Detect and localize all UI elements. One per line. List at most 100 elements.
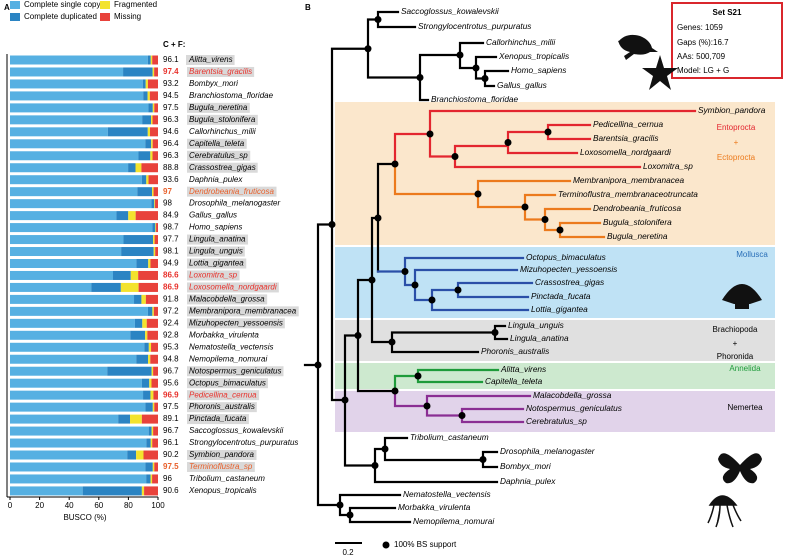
category-label: Membranipora_membranacea bbox=[189, 306, 297, 315]
bar-segment bbox=[10, 211, 117, 221]
bar-segment bbox=[143, 91, 148, 101]
bar-segment bbox=[10, 175, 142, 185]
clade-label: Nemertea bbox=[727, 403, 763, 412]
total-label: 98.7 bbox=[163, 223, 179, 232]
bar-segment bbox=[10, 294, 135, 304]
bar-segment bbox=[147, 330, 158, 340]
bar-segment bbox=[10, 67, 124, 77]
frog-icon bbox=[618, 34, 658, 60]
bar-segment bbox=[116, 211, 129, 221]
branches bbox=[393, 162, 606, 239]
category-label: Bugula_neretina bbox=[189, 103, 248, 112]
category-label: Nemopilema_nomurai bbox=[189, 354, 267, 363]
clade-label: Annelida bbox=[729, 364, 761, 373]
leaf-label: Gallus_gallus bbox=[497, 80, 547, 90]
bar-segment bbox=[150, 127, 158, 137]
bar-segment bbox=[10, 450, 128, 460]
category-label: Strongylocentrotus_purpuratus bbox=[189, 438, 298, 447]
bar-segment bbox=[147, 306, 153, 316]
legend-swatch bbox=[10, 1, 20, 9]
bar-segment bbox=[10, 163, 129, 173]
bar-segment bbox=[141, 163, 158, 173]
bar-segment bbox=[148, 342, 152, 352]
bar-segment bbox=[123, 67, 153, 77]
bar-segment bbox=[154, 67, 158, 77]
leaf-label: Terminoflustra_membranaceotruncata bbox=[558, 189, 698, 199]
category-label: Nematostella_vectensis bbox=[189, 342, 273, 351]
leaf-label: Barentsia_gracilis bbox=[593, 133, 658, 143]
bar-segment bbox=[150, 258, 158, 268]
support-dot bbox=[451, 153, 459, 160]
category-label: Crassostrea_gigas bbox=[189, 163, 256, 172]
support-dot bbox=[521, 203, 529, 211]
leaf-label: Octopus_bimaculatus bbox=[526, 252, 606, 262]
bar-segment bbox=[150, 55, 153, 65]
bar-segment bbox=[141, 294, 146, 304]
bar-segment bbox=[134, 318, 143, 328]
bar-segment bbox=[147, 55, 151, 65]
category-label: Lingula_unguis bbox=[189, 247, 243, 256]
support-dot bbox=[556, 226, 564, 234]
category-label: Bombyx_mori bbox=[189, 79, 238, 88]
shell-icon bbox=[722, 284, 762, 309]
leaf-label: Mizuhopecten_yessoensis bbox=[520, 264, 617, 274]
category-label: Saccoglossus_kowalevskii bbox=[189, 426, 283, 435]
category-label: Callorhinchus_milii bbox=[189, 127, 256, 136]
bar-segment bbox=[130, 330, 146, 340]
bar-segment bbox=[136, 258, 149, 268]
label-background bbox=[187, 102, 250, 113]
clade-label: Ectoprocta bbox=[717, 153, 756, 162]
bar-segment bbox=[149, 91, 158, 101]
bar-segment bbox=[10, 306, 148, 316]
total-label: 95.6 bbox=[163, 378, 179, 387]
bar-segment bbox=[141, 378, 150, 388]
bar-segment bbox=[10, 378, 142, 388]
bar-segment bbox=[144, 342, 149, 352]
bar-segment bbox=[150, 390, 154, 400]
label-background bbox=[187, 450, 257, 461]
bar-segment bbox=[153, 187, 158, 197]
leaf-label: Morbakka_virulenta bbox=[398, 502, 471, 512]
support-dot bbox=[328, 221, 336, 228]
category-label: Tribolium_castaneum bbox=[189, 474, 265, 483]
panel-label: A bbox=[4, 3, 10, 12]
support-dot bbox=[456, 51, 464, 59]
support-dot bbox=[472, 64, 480, 72]
bar-segment bbox=[118, 414, 131, 424]
bar-segment bbox=[146, 175, 149, 185]
label-background bbox=[187, 294, 268, 305]
busco-chart: Complete single copy Complete duplicated F… bbox=[6, 0, 299, 510]
category-label: Mizuhopecten_yessoensis bbox=[189, 318, 283, 327]
total-label: 93.2 bbox=[163, 79, 179, 88]
label-background bbox=[187, 186, 277, 197]
bar-segment bbox=[145, 139, 152, 149]
total-label: 92.8 bbox=[163, 330, 179, 339]
bar-segment bbox=[91, 282, 121, 292]
total-label: 94.5 bbox=[163, 91, 179, 100]
total-label: 96 bbox=[163, 474, 172, 483]
bar-segment bbox=[10, 390, 144, 400]
legend-label: Missing bbox=[114, 12, 141, 21]
bar-segment bbox=[137, 187, 153, 197]
leaf-label: Bombyx_mori bbox=[500, 461, 552, 471]
leaf-label: Nematostella_vectensis bbox=[403, 489, 491, 499]
support-dot bbox=[391, 387, 399, 395]
label-background bbox=[187, 114, 258, 125]
support-dot bbox=[374, 16, 382, 23]
bar-segment bbox=[10, 438, 147, 448]
leaf-label: Membranipora_membranacea bbox=[573, 175, 685, 185]
clade-label: + bbox=[733, 339, 738, 348]
leaf-label: Bugula_neretina bbox=[607, 231, 668, 241]
leaf-label: Pinctada_fucata bbox=[531, 291, 591, 301]
category-label: Alitta_virens bbox=[188, 55, 233, 64]
bar-segment bbox=[10, 366, 108, 376]
support-dot bbox=[346, 511, 354, 519]
leaf-labels: Saccoglossus_kowalevskii Strongylocentrot… bbox=[398, 6, 766, 526]
clade-label: Entoprocta bbox=[717, 123, 756, 132]
category-label: Terminoflustra_sp bbox=[189, 462, 253, 471]
bar-segment bbox=[143, 390, 151, 400]
bar-segment bbox=[145, 402, 153, 412]
label-background bbox=[187, 414, 249, 425]
